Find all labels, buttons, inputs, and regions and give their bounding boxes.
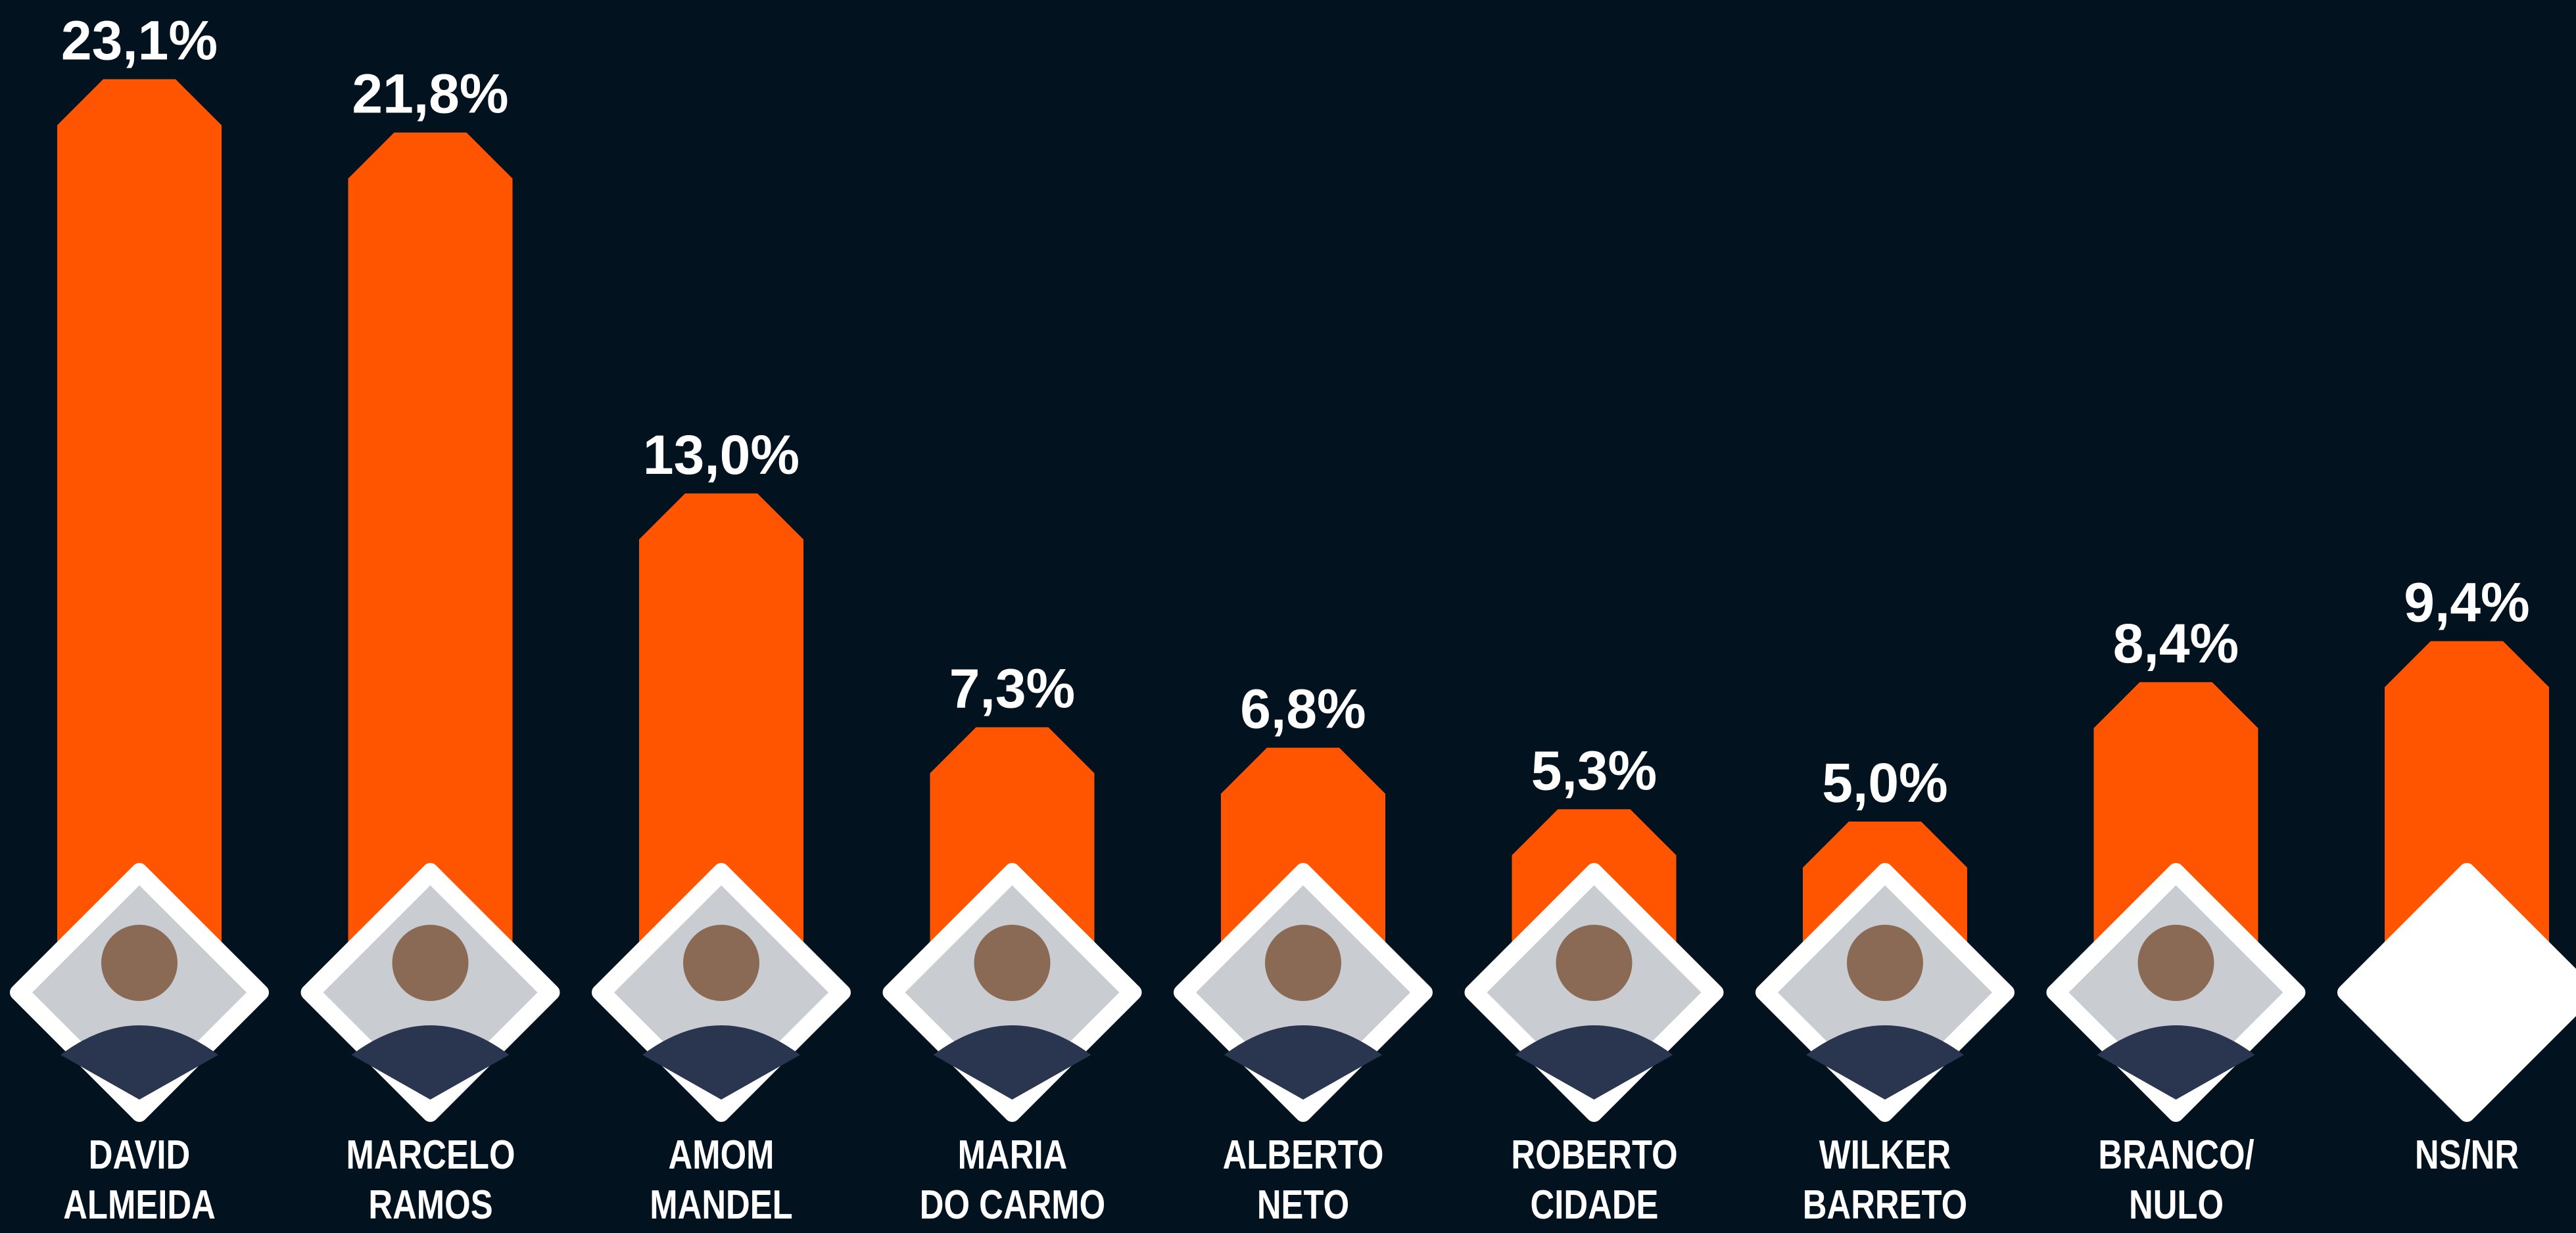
- category-label: NS/NR: [2349, 1130, 2576, 1180]
- photo-frame: [18, 871, 261, 1114]
- photo-frame: [1473, 871, 1716, 1114]
- photo-head: [101, 925, 178, 1001]
- photo-frame: [1181, 871, 1425, 1114]
- category-label: AMOM MANDEL: [603, 1130, 840, 1230]
- category-label: DAVID ALMEIDA: [21, 1130, 258, 1230]
- value-label: 23,1%: [61, 10, 218, 72]
- category-label: BRANCO/ NULO: [2057, 1130, 2295, 1230]
- photo-frame: [2055, 871, 2298, 1114]
- category-label: WILKER BARRETO: [1767, 1130, 2004, 1230]
- category-label: ALBERTO NETO: [1185, 1130, 1422, 1230]
- photo-head: [1265, 925, 1341, 1001]
- category-label: MARCELO RAMOS: [312, 1130, 549, 1230]
- value-label: 21,8%: [352, 63, 508, 125]
- photo-frame: [891, 871, 1134, 1114]
- photo-head: [1556, 925, 1633, 1001]
- value-label: 6,8%: [1240, 678, 1366, 740]
- value-label: 13,0%: [643, 424, 799, 486]
- chart-svg: 23,1% 21,8% 13,0% 7,3% 6,8% 5,3% 5,0% 8,4% 9,4%: [0, 0, 2576, 1233]
- photo-head: [683, 925, 759, 1001]
- icons: [18, 871, 2576, 1114]
- photo-head: [2138, 925, 2214, 1001]
- photo-head: [393, 925, 469, 1001]
- value-label: 7,3%: [949, 657, 1075, 719]
- category-label: MARIA DO CARMO: [894, 1130, 1131, 1230]
- photo-frame: [1763, 871, 2007, 1114]
- value-label: 5,3%: [1531, 739, 1657, 801]
- photo-frame: [309, 871, 552, 1114]
- category-label: ROBERTO CIDADE: [1475, 1130, 1713, 1230]
- value-label: 5,0%: [1822, 752, 1947, 814]
- photo-head: [974, 925, 1051, 1001]
- photo-frame: [600, 871, 843, 1114]
- value-label: 9,4%: [2404, 571, 2529, 633]
- chart: 23,1%21,8%13,0%7,3%6,8%5,3%5,0%8,4%9,4% …: [0, 0, 2576, 1233]
- photo-head: [1847, 925, 1923, 1001]
- value-label: 8,4%: [2113, 613, 2239, 674]
